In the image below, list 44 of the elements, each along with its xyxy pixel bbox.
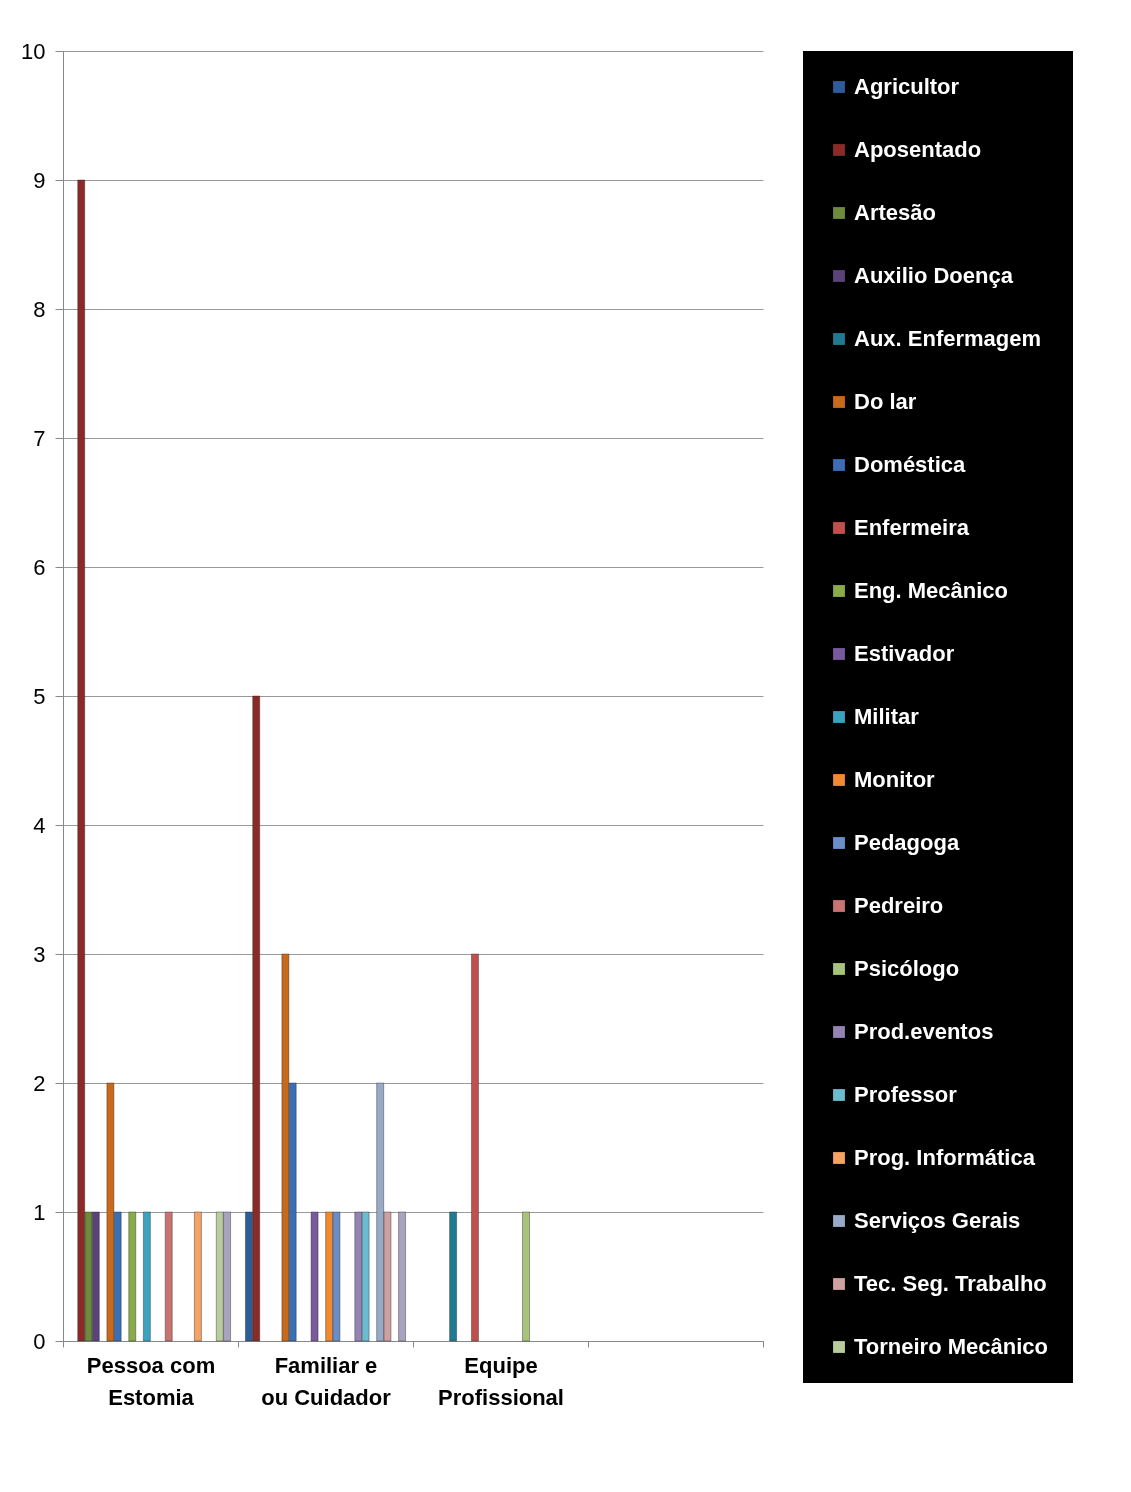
y-tick-label: 0 <box>33 1328 46 1354</box>
bar <box>194 1211 202 1342</box>
legend-label: Doméstica <box>854 452 967 477</box>
legend-label: Eng. Mecânico <box>854 578 1009 603</box>
legend-label: Enfermeira <box>854 515 970 540</box>
y-tick-label: 9 <box>33 167 46 193</box>
legend-label: Monitor <box>854 767 936 792</box>
bar <box>398 1211 406 1342</box>
y-tick-label: 3 <box>33 941 46 967</box>
legend-label: Serviços Gerais <box>854 1208 1021 1233</box>
bar <box>522 1211 530 1342</box>
y-tick-label: 7 <box>33 425 46 451</box>
bar <box>449 1211 457 1342</box>
legend-label: Tec. Seg. Trabalho <box>854 1271 1047 1296</box>
legend-label: Do lar <box>854 389 917 414</box>
legend-label: Pedagoga <box>854 830 960 855</box>
y-tick-label: 5 <box>33 683 46 709</box>
legend-label: Prog. Informática <box>854 1145 1036 1170</box>
bar <box>310 1211 319 1342</box>
legend-label: Aposentado <box>854 137 982 162</box>
x-tick-label: Familiar e ou Cuidador <box>261 1352 392 1410</box>
y-tick-label: 6 <box>33 554 46 580</box>
legend-label: Artesão <box>854 200 936 225</box>
legend-label: Agricultor <box>854 74 960 99</box>
bar <box>143 1211 151 1342</box>
legend-label: Psicólogo <box>854 956 960 981</box>
legend-label: Militar <box>854 704 920 729</box>
bar <box>471 953 479 1342</box>
y-tick-label: 4 <box>33 812 46 838</box>
bar <box>165 1211 173 1342</box>
x-tick-label: Equipe Profissional <box>438 1352 564 1410</box>
legend-label: Aux. Enfermagem <box>854 326 1042 351</box>
legend-label: Torneiro Mecânico <box>854 1334 1048 1359</box>
y-tick-label: 1 <box>33 1199 46 1225</box>
legend-label: Auxilio Doença <box>854 263 1014 288</box>
bar <box>128 1211 136 1342</box>
y-tick-label: 10 <box>21 38 46 64</box>
legend-label: Prod.eventos <box>854 1019 994 1044</box>
legend-label: Pedreiro <box>854 893 944 918</box>
x-tick-label: Pessoa com Estomia <box>86 1352 216 1410</box>
y-tick-label: 8 <box>33 296 46 322</box>
legend-label: Estivador <box>854 641 955 666</box>
legend-label: Professor <box>854 1082 958 1107</box>
y-tick-label: 2 <box>33 1070 46 1096</box>
